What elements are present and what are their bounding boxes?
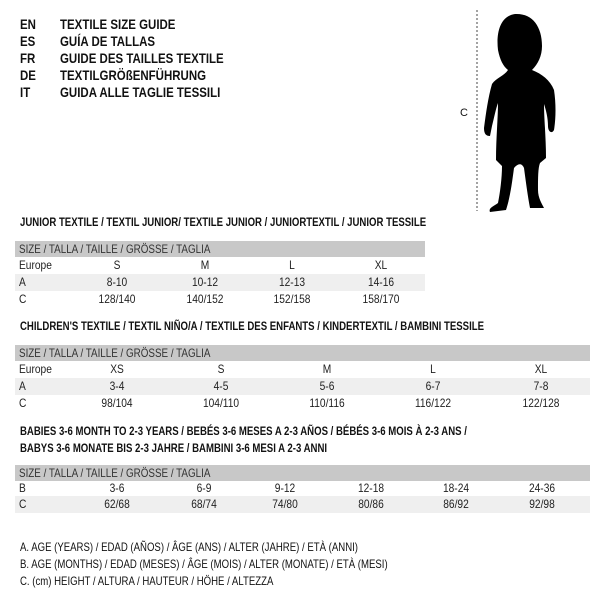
table-cell: 110/116 (309, 396, 345, 410)
table-cell: XL (534, 362, 548, 376)
children-section-title: CHILDREN'S TEXTILE / TEXTIL NIÑO/A / TEX… (20, 319, 485, 333)
title-es: GUÍA DE TALLAS (60, 33, 156, 49)
table-cell: L (289, 258, 295, 272)
table-cell: 10-12 (191, 275, 219, 289)
table-cell: 122/128 (522, 396, 560, 410)
table-cell: 80/86 (358, 497, 384, 511)
table-cell: 9-12 (274, 481, 296, 495)
table-cell: XS (110, 362, 124, 376)
table-cell: 152/158 (273, 292, 311, 306)
lang-code-es: ES (20, 33, 36, 49)
table-cell: 128/140 (98, 292, 136, 306)
table-row: Europe S M L XL (15, 257, 425, 274)
table-cell: 104/110 (202, 396, 240, 410)
table-cell: 6-9 (196, 481, 212, 495)
table-row: A 3-4 4-5 5-6 6-7 7-8 (15, 378, 590, 395)
table-cell: S (217, 362, 225, 376)
table-cell: 86/92 (443, 497, 469, 511)
child-silhouette-icon (476, 10, 556, 212)
table-cell: M (200, 258, 210, 272)
table-cell: 14-16 (367, 275, 395, 289)
lang-code-it: IT (20, 84, 31, 100)
table-cell: 18-24 (442, 481, 470, 495)
row-label: C (19, 292, 27, 306)
table-cell: 3-6 (109, 481, 125, 495)
lang-code-fr: FR (20, 50, 36, 66)
junior-size-table: SIZE / TALLA / TAILLE / GRÖSSE / TAGLIA … (15, 241, 425, 308)
row-label: B (19, 481, 26, 495)
table-cell: 6-7 (425, 379, 441, 393)
table-row: C 62/68 68/74 74/80 80/86 86/92 92/98 (15, 496, 590, 513)
table-cell: XL (374, 258, 388, 272)
table-row: A 8-10 10-12 12-13 14-16 (15, 274, 425, 291)
table-row: Europe XS S M L XL (15, 361, 590, 378)
row-label: Europe (19, 258, 52, 272)
babies-section-title-line1: BABIES 3-6 MONTH TO 2-3 YEARS / BEBÉS 3-… (20, 424, 467, 438)
table-cell: S (113, 258, 121, 272)
table-row: C 128/140 140/152 152/158 158/170 (15, 291, 425, 308)
table-row: B 3-6 6-9 9-12 12-18 18-24 24-36 (15, 481, 590, 496)
junior-section-title: JUNIOR TEXTILE / TEXTIL JUNIOR/ TEXTILE … (20, 215, 427, 229)
table-header: SIZE / TALLA / TAILLE / GRÖSSE / TAGLIA (15, 465, 590, 481)
table-cell: 4-5 (213, 379, 229, 393)
table-cell: 74/80 (272, 497, 298, 511)
title-en: TEXTILE SIZE GUIDE (60, 16, 176, 32)
table-header: SIZE / TALLA / TAILLE / GRÖSSE / TAGLIA (15, 345, 590, 361)
table-cell: 158/170 (362, 292, 400, 306)
table-cell: 92/98 (529, 497, 555, 511)
legend-c: C. (cm) HEIGHT / ALTURA / HAUTEUR / HÖHE… (20, 574, 274, 588)
title-de: TEXTILGRÖßENFÜHRUNG (60, 67, 207, 83)
babies-size-table: SIZE / TALLA / TAILLE / GRÖSSE / TAGLIA … (15, 465, 590, 513)
table-cell: 98/104 (101, 396, 133, 410)
legend-a: A. AGE (YEARS) / EDAD (AÑOS) / ÂGE (ANS)… (20, 540, 359, 554)
table-cell: 12-18 (357, 481, 385, 495)
table-cell: 24-36 (528, 481, 556, 495)
table-row: C 98/104 104/110 110/116 116/122 122/128 (15, 395, 590, 412)
table-header-label: SIZE / TALLA / TAILLE / GRÖSSE / TAGLIA (19, 346, 211, 360)
row-label: C (19, 497, 27, 511)
lang-code-de: DE (20, 67, 36, 83)
height-measure-label: C (460, 107, 468, 119)
table-cell: 12-13 (278, 275, 306, 289)
row-label: Europe (19, 362, 52, 376)
table-header-label: SIZE / TALLA / TAILLE / GRÖSSE / TAGLIA (19, 466, 211, 480)
title-fr: GUIDE DES TAILLES TEXTILE (60, 50, 224, 66)
table-cell: 8-10 (106, 275, 128, 289)
babies-section-title-line2: BABYS 3-6 MONATE BIS 2-3 JAHRE / BAMBINI… (20, 441, 328, 455)
table-header: SIZE / TALLA / TAILLE / GRÖSSE / TAGLIA (15, 241, 425, 257)
title-it: GUIDA ALLE TAGLIE TESSILI (60, 84, 221, 100)
legend-b: B. AGE (MONTHS) / EDAD (MESES) / ÂGE (MO… (20, 557, 388, 571)
table-cell: 5-6 (319, 379, 335, 393)
children-size-table: SIZE / TALLA / TAILLE / GRÖSSE / TAGLIA … (15, 345, 590, 412)
table-cell: M (322, 362, 332, 376)
row-label: A (19, 379, 26, 393)
table-cell: 62/68 (104, 497, 130, 511)
table-cell: L (430, 362, 436, 376)
table-cell: 140/152 (186, 292, 224, 306)
table-header-label: SIZE / TALLA / TAILLE / GRÖSSE / TAGLIA (19, 242, 211, 256)
table-cell: 116/122 (414, 396, 452, 410)
table-cell: 68/74 (191, 497, 217, 511)
row-label: A (19, 275, 26, 289)
table-cell: 3-4 (109, 379, 125, 393)
lang-code-en: EN (20, 16, 36, 32)
table-cell: 7-8 (533, 379, 549, 393)
row-label: C (19, 396, 27, 410)
